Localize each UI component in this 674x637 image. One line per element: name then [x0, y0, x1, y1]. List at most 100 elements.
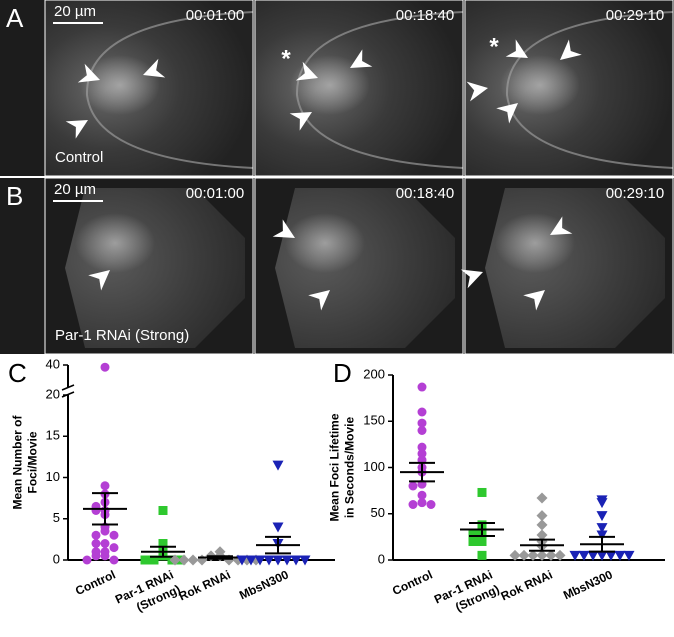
data-point [417, 418, 427, 428]
frame-border [44, 177, 254, 355]
arrowhead [65, 120, 88, 139]
panel-label: A [6, 3, 24, 33]
y-axis-title-line: in Seconds/Movie [343, 416, 357, 518]
data-point [408, 481, 418, 491]
image-frame: 00:29:10 [460, 177, 674, 355]
x-tick-label: Rok RNAi [177, 567, 233, 603]
image-frame: 00:18:40 [254, 0, 464, 177]
x-tick-label-line: Rok RNAi [499, 567, 555, 603]
x-tick-label-line: MbsN300 [561, 567, 615, 602]
arrowhead [550, 216, 573, 235]
x-tick-label: MbsN300 [561, 567, 615, 602]
data-point [569, 550, 581, 561]
frame-border [254, 0, 464, 177]
data-point [109, 530, 119, 540]
data-point [169, 554, 181, 566]
data-point [477, 537, 487, 546]
axis-break [61, 384, 75, 391]
condition-label: Control [55, 149, 103, 166]
data-point [91, 551, 101, 561]
data-point [236, 555, 248, 566]
image-panels: 00:01:00 00:18:40 00:29:10 A 20 µm Control * * 0… [0, 0, 674, 355]
data-point [109, 543, 119, 553]
scale-bar-label: 20 µm [54, 3, 96, 20]
data-point [91, 530, 101, 540]
y-tick-label: 5 [53, 510, 60, 525]
data-point [187, 554, 199, 566]
data-point [614, 550, 626, 561]
data-point [245, 555, 257, 566]
y-axis-title: Mean Foci Lifetime in Seconds/Movie [328, 413, 357, 521]
data-point [518, 549, 530, 561]
frame-border [44, 0, 254, 177]
arrowhead [77, 63, 100, 83]
arrowhead [560, 39, 582, 60]
timestamp: 00:18:40 [396, 185, 454, 202]
foci-signal [75, 213, 155, 273]
data-point [596, 498, 608, 509]
foci-signal [500, 55, 580, 115]
frame-border [464, 0, 674, 177]
data-point [91, 539, 101, 548]
micrograph [65, 188, 245, 348]
data-point [299, 555, 311, 566]
arrowhead [460, 269, 483, 289]
data-point [272, 460, 284, 471]
data-point [536, 529, 548, 541]
data-point [100, 539, 110, 548]
asterisk: * [281, 45, 291, 72]
data-point [477, 550, 487, 560]
x-tick-label: Par-1 RNAi(Strong) [113, 567, 182, 614]
data-point [545, 549, 557, 561]
data-point [417, 498, 427, 508]
arrowhead [308, 290, 330, 311]
data-point [477, 487, 487, 497]
data-point [554, 549, 566, 561]
arrowhead [295, 61, 318, 81]
data-point [623, 550, 635, 561]
data-point [82, 555, 92, 565]
y-tick-label: 10 [46, 469, 60, 484]
data-point [272, 522, 284, 533]
y-tick-label: 150 [363, 413, 385, 428]
foci-signal [495, 213, 575, 273]
x-tick-label: MbsN300 [237, 567, 291, 602]
arrowhead [496, 103, 518, 124]
x-tick-label: Par-1 RNAi(Strong) [432, 567, 501, 614]
arrowhead [466, 81, 488, 102]
data-point [578, 550, 590, 561]
data-point [536, 519, 548, 531]
arrowhead [523, 290, 545, 311]
data-point [417, 426, 427, 435]
data-point [158, 539, 168, 548]
image-frame: 00:01:00 [44, 177, 254, 355]
y-tick-label: 15 [46, 428, 60, 443]
data-point [100, 362, 110, 372]
data-point [417, 449, 427, 459]
data-point [281, 555, 293, 566]
arrowhead [350, 49, 373, 68]
image-frame: 00:29:10 [464, 0, 674, 177]
image-frame: 00:01:00 [44, 0, 254, 177]
arrowhead [289, 112, 312, 131]
x-tick-label: Rok RNAi [499, 567, 555, 603]
y-tick-label: 0 [378, 551, 385, 566]
frame-border [254, 177, 464, 355]
x-tick-label-line: MbsN300 [237, 567, 291, 602]
data-point [149, 555, 159, 565]
foci-signal [80, 55, 160, 115]
charts: 0 5 10 15 20 40 C Mean Number of Foci/Movie Contr… [8, 356, 665, 614]
chart: 0 50 100 150 200 D Mean Foci Lifetime in Second… [328, 358, 665, 614]
data-point [527, 549, 539, 561]
data-point [417, 442, 427, 452]
data-point [109, 555, 119, 565]
timestamp: 00:29:10 [606, 185, 664, 202]
y-axis-title: Mean Number of Foci/Movie [11, 414, 40, 509]
timestamp: 00:18:40 [396, 7, 454, 24]
asterisk: * [489, 33, 499, 60]
panel-label: B [6, 181, 23, 211]
data-point [596, 523, 608, 534]
image-frame: 00:18:40 [254, 177, 464, 355]
data-point [536, 549, 548, 561]
panel-label: C [8, 358, 27, 388]
